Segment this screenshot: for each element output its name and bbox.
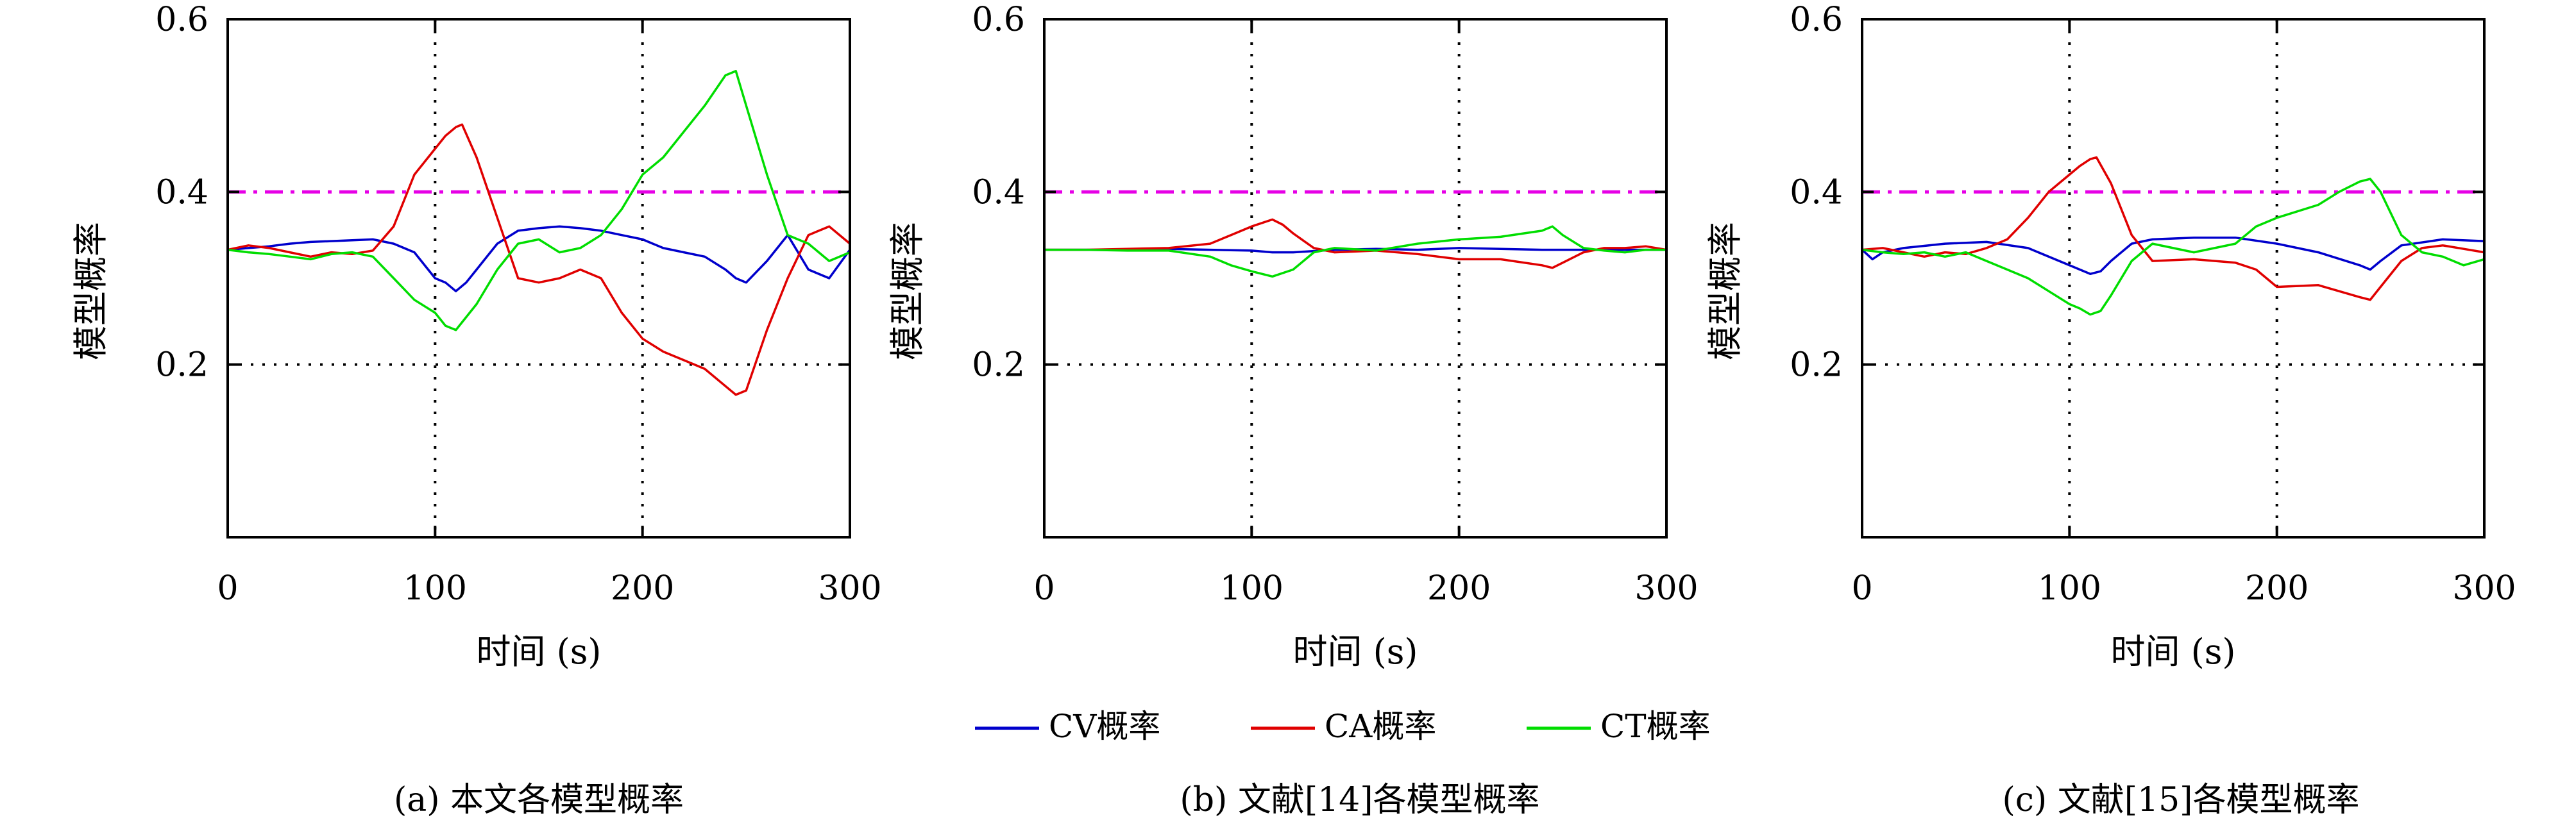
plot-frame [226, 18, 851, 539]
chart-panel-a: 0 100 200 300 0.2 0.4 0.6 时间 (s) 模型概率 [71, 1, 882, 672]
legend: CV概率 CA概率 CT概率 [975, 708, 1711, 745]
legend-label-cv: CV概率 [1049, 708, 1160, 745]
series-ct-line [1861, 178, 2485, 316]
series-ct-line [1044, 225, 1666, 278]
legend-label-ct: CT概率 [1600, 708, 1711, 745]
x-tick-label: 100 [2038, 569, 2101, 608]
y-tick-label: 0.2 [972, 346, 1025, 385]
y-axis-label: 模型概率 [1705, 222, 1745, 360]
x-tick-label: 200 [611, 569, 674, 608]
x-tick-label: 200 [1427, 569, 1491, 608]
caption-a: (a) 本文各模型概率 [394, 781, 684, 819]
caption-c: (c) 文献[15]各模型概率 [2003, 781, 2360, 819]
y-tick-label: 0.2 [155, 346, 208, 385]
x-tick-label: 100 [403, 569, 467, 608]
x-tick-label: 0 [217, 569, 238, 608]
x-axis-label: 时间 (s) [2110, 631, 2235, 672]
legend-label-ca: CA概率 [1325, 708, 1436, 745]
plot-frame [1043, 18, 1668, 539]
x-axis-label: 时间 (s) [476, 631, 601, 672]
caption-b: (b) 文献[14]各模型概率 [1180, 781, 1539, 819]
x-tick-label: 0 [1033, 569, 1055, 608]
y-tick-label: 0.6 [972, 1, 1025, 39]
chart-panel-b: 0 100 200 300 0.2 0.4 0.6 时间 (s) 模型概率 [887, 1, 1699, 672]
plot-frame [1861, 18, 2486, 539]
x-tick-label: 0 [1851, 569, 1872, 608]
x-axis-label: 时间 (s) [1292, 631, 1418, 672]
y-tick-label: 0.6 [155, 1, 208, 39]
y-tick-label: 0.6 [1790, 1, 1843, 39]
captions: (a) 本文各模型概率 (b) 文献[14]各模型概率 (c) 文献[15]各模… [394, 781, 2360, 819]
series-ca-line [1044, 218, 1667, 269]
series-cv-line [227, 225, 851, 292]
y-tick-label: 0.2 [1790, 346, 1843, 385]
y-axis-label: 模型概率 [887, 222, 928, 360]
series-ct-line [227, 70, 851, 331]
y-tick-label: 0.4 [972, 173, 1025, 212]
chart-panel-c: 0 100 200 300 0.2 0.4 0.6 时间 (s) 模型概率 [1705, 1, 2516, 672]
x-tick-label: 200 [2245, 569, 2309, 608]
y-axis-label: 模型概率 [71, 222, 111, 360]
x-tick-label: 300 [2452, 569, 2516, 608]
series-ca-line [1861, 156, 2485, 301]
series-ca-line [227, 123, 851, 396]
series-cv-line [1861, 236, 2485, 276]
x-tick-label: 300 [1634, 569, 1698, 608]
y-tick-label: 0.4 [1790, 173, 1843, 212]
x-tick-label: 300 [818, 569, 881, 608]
y-tick-label: 0.4 [155, 173, 208, 212]
x-tick-label: 100 [1220, 569, 1284, 608]
